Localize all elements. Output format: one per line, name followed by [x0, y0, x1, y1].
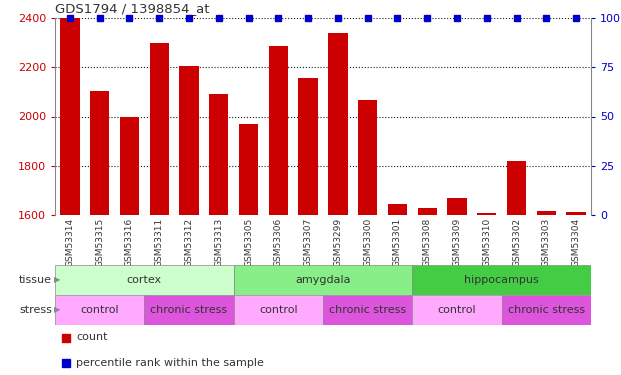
Text: GSM53301: GSM53301	[393, 217, 402, 267]
Bar	[566, 212, 586, 215]
Text: GSM53315: GSM53315	[95, 217, 104, 267]
Text: GSM53313: GSM53313	[214, 217, 224, 267]
Text: GSM53299: GSM53299	[333, 217, 342, 267]
Text: chronic stress: chronic stress	[150, 305, 227, 315]
Bar	[60, 18, 79, 215]
Text: ▶: ▶	[55, 306, 61, 315]
Text: GSM53304: GSM53304	[571, 217, 581, 267]
Bar	[233, 295, 323, 325]
Bar	[447, 198, 466, 215]
Text: GSM53306: GSM53306	[274, 217, 283, 267]
Text: hippocampus: hippocampus	[465, 275, 539, 285]
Bar	[388, 204, 407, 215]
Bar	[269, 46, 288, 215]
Text: GSM53303: GSM53303	[542, 217, 551, 267]
Bar	[502, 295, 591, 325]
Text: GSM53308: GSM53308	[423, 217, 432, 267]
Bar	[412, 265, 591, 295]
Text: GSM53310: GSM53310	[483, 217, 491, 267]
Bar	[90, 91, 109, 215]
Bar	[358, 100, 378, 215]
Text: stress: stress	[19, 305, 52, 315]
Bar	[144, 295, 233, 325]
Bar	[323, 295, 412, 325]
Text: GSM53311: GSM53311	[155, 217, 164, 267]
Text: tissue: tissue	[19, 275, 52, 285]
Text: ▶: ▶	[55, 276, 61, 285]
Bar	[239, 124, 258, 215]
Text: GSM53316: GSM53316	[125, 217, 134, 267]
Bar	[179, 66, 199, 215]
Text: GSM53309: GSM53309	[453, 217, 461, 267]
Bar	[507, 161, 526, 215]
Text: control: control	[259, 305, 297, 315]
Text: chronic stress: chronic stress	[508, 305, 585, 315]
Bar	[150, 43, 169, 215]
Text: amygdala: amygdala	[295, 275, 351, 285]
Text: GSM53307: GSM53307	[304, 217, 312, 267]
Text: GSM53300: GSM53300	[363, 217, 372, 267]
Bar	[537, 211, 556, 215]
Bar	[412, 295, 502, 325]
Text: GSM53305: GSM53305	[244, 217, 253, 267]
Text: control: control	[438, 305, 476, 315]
Text: percentile rank within the sample: percentile rank within the sample	[76, 357, 265, 368]
Text: GSM53314: GSM53314	[65, 217, 75, 267]
Bar	[55, 265, 233, 295]
Bar	[209, 94, 229, 215]
Bar	[299, 78, 318, 215]
Bar	[477, 213, 496, 215]
Bar	[55, 295, 144, 325]
Text: GSM53312: GSM53312	[184, 217, 194, 267]
Text: cortex: cortex	[127, 275, 162, 285]
Bar	[329, 33, 348, 215]
Bar	[120, 117, 139, 215]
Bar	[233, 265, 412, 295]
Bar	[417, 208, 437, 215]
Text: GDS1794 / 1398854_at: GDS1794 / 1398854_at	[55, 3, 209, 15]
Text: control: control	[80, 305, 119, 315]
Text: count: count	[76, 333, 108, 342]
Text: GSM53302: GSM53302	[512, 217, 521, 267]
Text: chronic stress: chronic stress	[329, 305, 406, 315]
